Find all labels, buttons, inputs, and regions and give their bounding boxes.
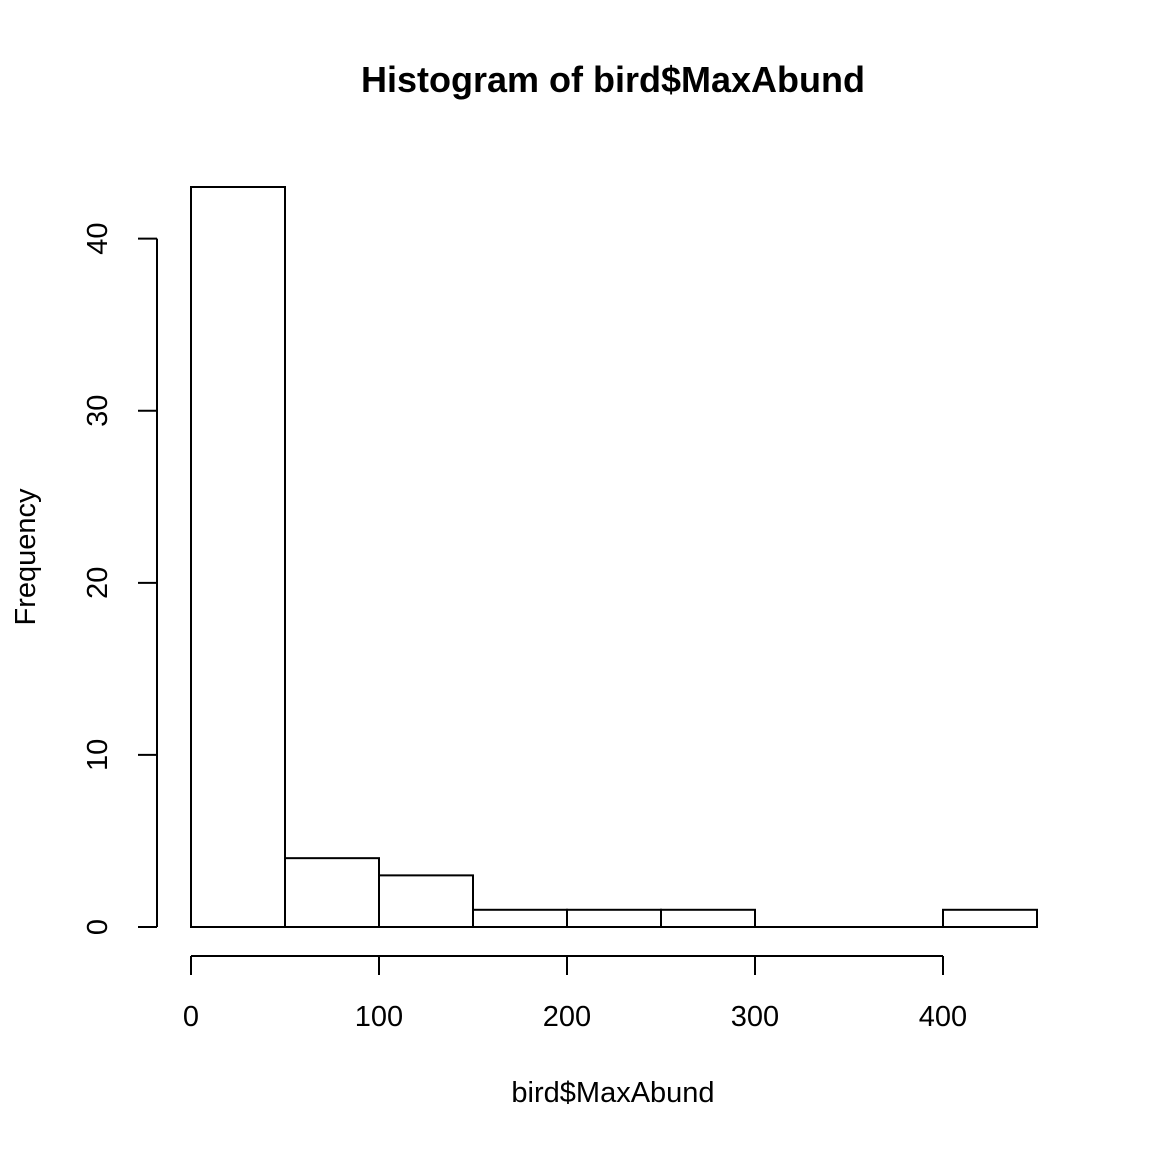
y-tick-label-3: 30 (82, 395, 114, 427)
histogram-bar-0 (190, 186, 286, 928)
y-tick-label-4: 40 (82, 222, 114, 254)
y-tick-label-0: 0 (82, 919, 114, 935)
histogram-bar-2 (378, 874, 474, 928)
x-axis: 0 100 200 300 400 (183, 955, 967, 1033)
x-tick-label-0: 0 (183, 1001, 199, 1033)
y-axis: 0 10 20 30 40 (82, 222, 158, 935)
chart-title: Histogram of bird$MaxAbund (361, 59, 865, 100)
y-tick-label-1: 10 (82, 739, 114, 771)
histogram-bar-4 (566, 908, 662, 929)
histogram-bar-3 (472, 908, 568, 929)
y-tick-label-2: 20 (82, 567, 114, 599)
x-tick-label-3: 300 (731, 1001, 779, 1033)
x-axis-label: bird$MaxAbund (511, 1077, 714, 1109)
x-tick-label-1: 100 (355, 1001, 403, 1033)
histogram-bar-5 (660, 908, 756, 929)
histogram-bar-1 (284, 857, 380, 928)
histogram-bar-8 (942, 908, 1038, 929)
y-axis-label: Frequency (10, 488, 42, 626)
x-tick-label-2: 200 (543, 1001, 591, 1033)
histogram-bars (190, 186, 1038, 929)
x-tick-label-4: 400 (919, 1001, 967, 1033)
